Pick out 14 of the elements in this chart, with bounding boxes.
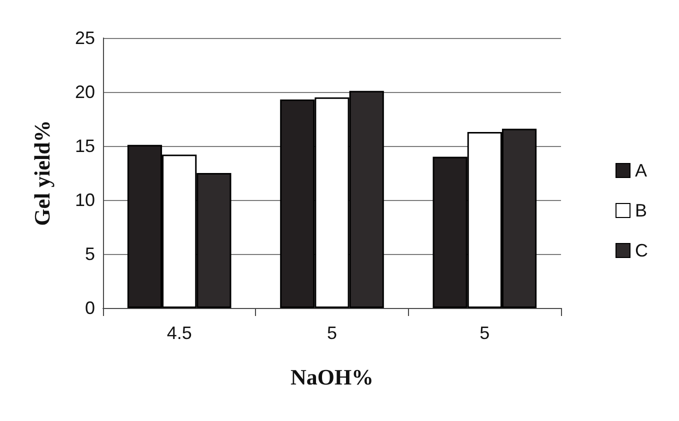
y-tick-label: 15 <box>74 136 95 156</box>
x-tick-label: 5 <box>326 323 338 343</box>
x-tick-label: 5 <box>480 323 490 343</box>
y-tick-label: 25 <box>74 28 95 48</box>
legend-label: A <box>635 160 648 180</box>
y-tick-label: 0 <box>84 298 95 318</box>
y-tick-label: 20 <box>74 82 95 102</box>
legend-label: B <box>635 200 648 220</box>
x-tick-label: 4.5 <box>166 323 192 343</box>
x-axis-title: NaOH% <box>290 364 374 390</box>
y-axis-title: Gel yield% <box>30 120 54 226</box>
legend-label: C <box>635 240 648 260</box>
y-tick-label: 5 <box>84 244 95 264</box>
y-tick-label: 10 <box>74 190 95 210</box>
